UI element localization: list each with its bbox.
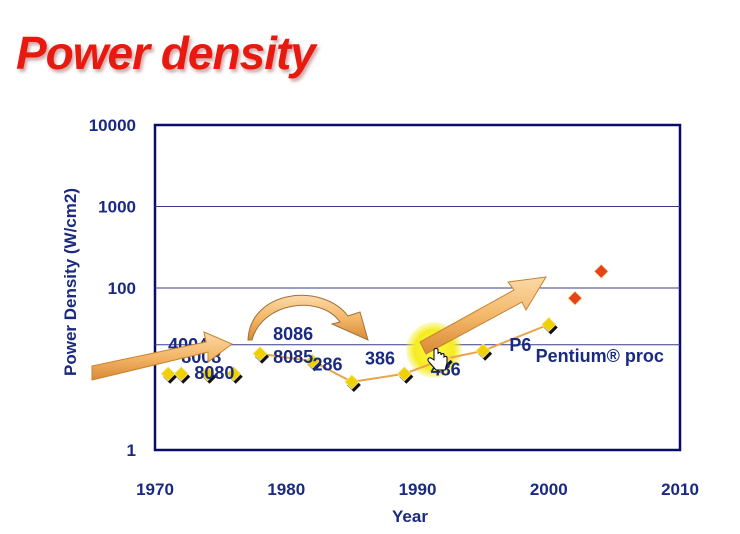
y-tick-label: 10000 [89, 116, 136, 135]
left-arrow [91, 331, 233, 381]
curved-arrow [247, 294, 369, 341]
x-tick-label: 1990 [399, 480, 437, 499]
chip-label: 8086 [273, 324, 313, 344]
rising-arrow [419, 276, 547, 355]
chip-label: Pentium® proc [536, 346, 664, 366]
x-axis-label: Year [392, 507, 428, 526]
data-point [160, 366, 176, 382]
x-tick-label: 1970 [136, 480, 174, 499]
data-point [344, 374, 360, 390]
x-tick-label: 2000 [530, 480, 568, 499]
y-tick-label: 100 [108, 279, 136, 298]
y-tick-label: 1000 [98, 198, 136, 217]
x-tick-label: 1980 [267, 480, 305, 499]
data-point [396, 366, 412, 382]
chip-label: 286 [313, 354, 343, 374]
chip-label: 386 [365, 349, 395, 369]
y-tick-labels: 1 100 1000 10000 [89, 116, 136, 460]
chip-label: 8085 [273, 347, 313, 367]
projected-point [593, 263, 609, 279]
chip-label: P6 [509, 335, 531, 355]
hand-cursor-icon [427, 348, 448, 371]
data-point [475, 343, 491, 359]
data-point [199, 366, 216, 382]
chip-label: 8080 [194, 363, 234, 383]
x-tick-labels: 1970 1980 1990 2000 2010 [136, 480, 699, 499]
data-point [252, 346, 268, 362]
slide-title: Power density [16, 27, 316, 79]
data-point [226, 366, 242, 382]
data-point [541, 316, 557, 333]
projected-point [567, 290, 583, 306]
x-tick-label: 2010 [661, 480, 699, 499]
data-point [304, 353, 321, 369]
y-tick-label: 1 [127, 441, 136, 460]
data-point [173, 366, 189, 382]
y-axis-label: Power Density (W/cm2) [61, 188, 80, 376]
